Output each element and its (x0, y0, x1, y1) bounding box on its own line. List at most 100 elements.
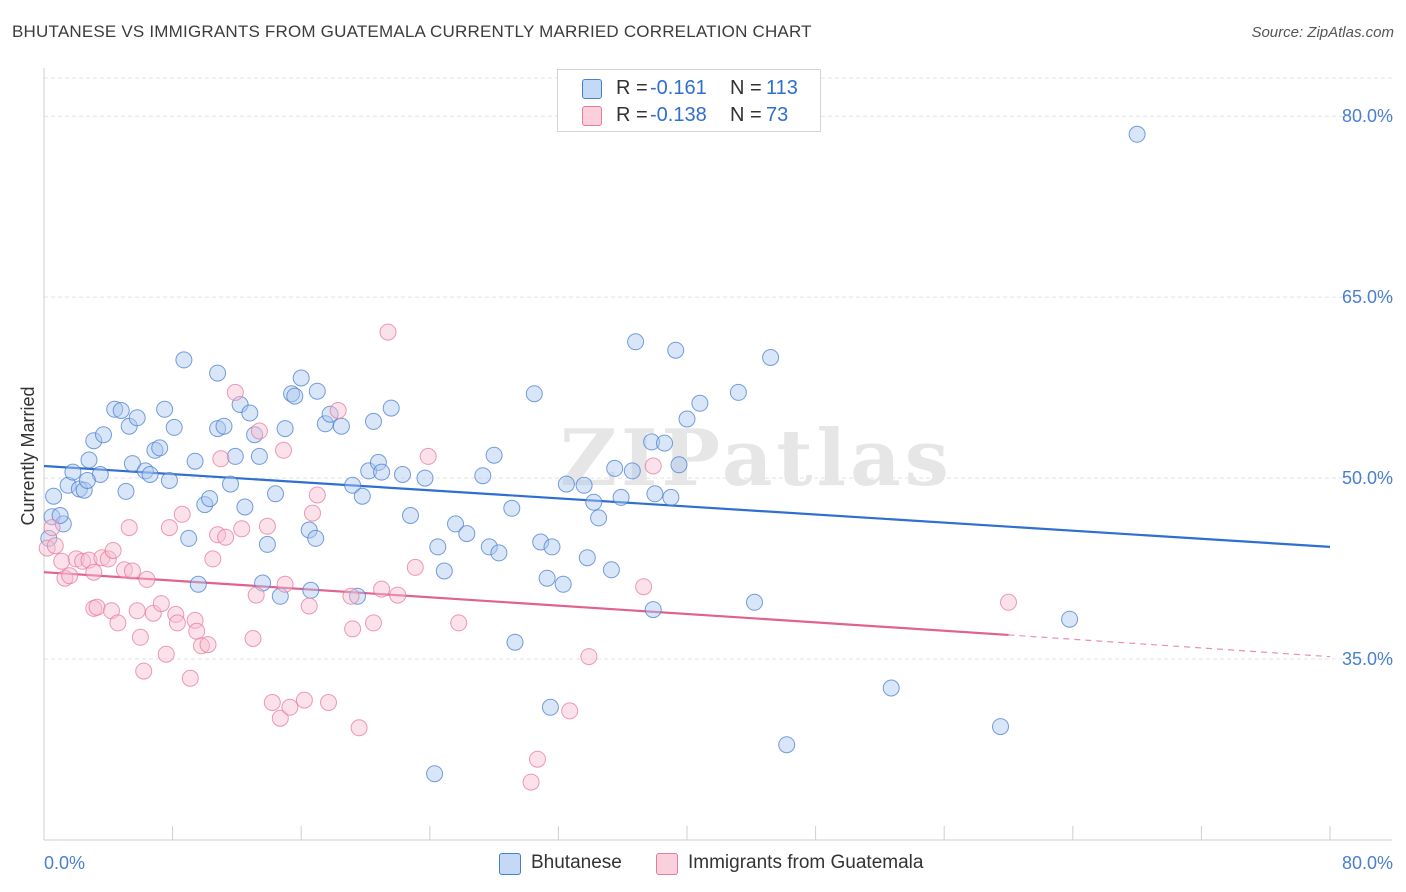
data-point (106, 400, 124, 418)
y-axis-title: Currently Married (18, 386, 38, 525)
x-tick-label: 0.0% (44, 853, 85, 873)
data-point (992, 718, 1009, 736)
data-point (602, 561, 620, 579)
data-point (128, 602, 146, 620)
legend-swatch-blue (582, 79, 602, 99)
data-point (59, 476, 77, 494)
data-point (762, 349, 780, 366)
data-point (250, 422, 268, 440)
legend-n-value: 113 (766, 77, 798, 99)
x-tick-labels: 0.0% 80.0% (44, 853, 1393, 873)
data-point (304, 504, 321, 522)
data-point (209, 420, 227, 438)
data-point (267, 485, 284, 503)
data-point (373, 463, 391, 481)
data-point (160, 519, 178, 537)
data-point (426, 765, 444, 783)
data-point (691, 394, 709, 412)
data-point (131, 628, 149, 646)
data-point (394, 466, 411, 483)
trend-line-guatemala (43, 571, 1009, 637)
data-point (151, 439, 169, 457)
trend-line-bhutanese (43, 464, 1331, 548)
y-tick-label: 80.0% (1342, 106, 1393, 126)
legend-n-value: 73 (766, 104, 789, 126)
data-point (258, 535, 276, 553)
data-point (435, 562, 453, 580)
data-point (882, 679, 900, 697)
data-point (160, 472, 178, 489)
data-point (458, 525, 476, 543)
data-point (307, 529, 325, 547)
chart-title: BHUTANESE VS IMMIGRANTS FROM GUATEMALA C… (12, 22, 812, 41)
data-point (217, 528, 235, 546)
data-point (447, 515, 464, 533)
data-point (321, 405, 339, 423)
data-point (302, 581, 320, 599)
data-point (85, 432, 103, 450)
y-tick-label: 65.0% (1342, 287, 1393, 307)
data-point (104, 542, 122, 559)
data-point (353, 487, 371, 505)
trend-lines (43, 464, 1331, 658)
legend-swatch-blue (499, 853, 521, 875)
data-point (561, 702, 579, 720)
data-point (344, 476, 362, 494)
data-point (480, 538, 498, 556)
data-point (503, 499, 521, 517)
data-point (167, 605, 185, 623)
data-point (644, 457, 662, 475)
data-point (193, 637, 210, 655)
data-point (1061, 610, 1079, 628)
data-point (746, 593, 763, 611)
data-point (46, 537, 64, 555)
data-point (729, 383, 747, 401)
data-point (275, 441, 292, 459)
data-point (643, 433, 661, 451)
data-point (350, 719, 368, 737)
data-point (349, 587, 366, 605)
legend-r-value: -0.138 (650, 104, 707, 126)
data-point (204, 550, 222, 568)
data-point (250, 447, 268, 465)
data-point (199, 636, 217, 654)
data-point (402, 507, 419, 524)
legend-label-bhutanese: Bhutanese (531, 852, 622, 873)
data-point (295, 691, 313, 709)
legend-row-bhutanese: R = -0.161 N = 113 (558, 75, 820, 101)
data-point (474, 467, 492, 485)
data-point (233, 520, 251, 538)
data-point (222, 475, 239, 493)
data-point (379, 323, 397, 341)
data-point (667, 341, 685, 359)
data-point (670, 456, 688, 474)
data-point (532, 533, 550, 551)
legend-n-label: N = (730, 77, 762, 99)
legend-r-value: -0.161 (650, 77, 707, 99)
data-point (128, 409, 146, 427)
data-point (276, 575, 294, 593)
data-point (308, 486, 326, 504)
data-point (74, 552, 92, 570)
data-point (75, 481, 93, 499)
data-point (389, 586, 407, 604)
data-point (506, 633, 524, 651)
correlation-legend: R = -0.161 N = 113 R = -0.138 N = 73 (557, 69, 821, 132)
data-point (656, 434, 673, 452)
data-point (99, 550, 117, 568)
data-point (281, 698, 299, 716)
data-point (678, 410, 696, 428)
data-point (541, 698, 559, 716)
data-point (258, 517, 276, 535)
data-point (173, 505, 191, 523)
data-point (67, 550, 85, 568)
y-tick-label: 35.0% (1342, 649, 1393, 669)
data-point (80, 451, 98, 469)
data-point (578, 549, 596, 567)
data-point (450, 614, 468, 632)
data-point (778, 736, 796, 754)
data-point (286, 387, 304, 405)
data-point (156, 400, 174, 418)
data-point (308, 382, 326, 400)
data-point (662, 488, 680, 506)
